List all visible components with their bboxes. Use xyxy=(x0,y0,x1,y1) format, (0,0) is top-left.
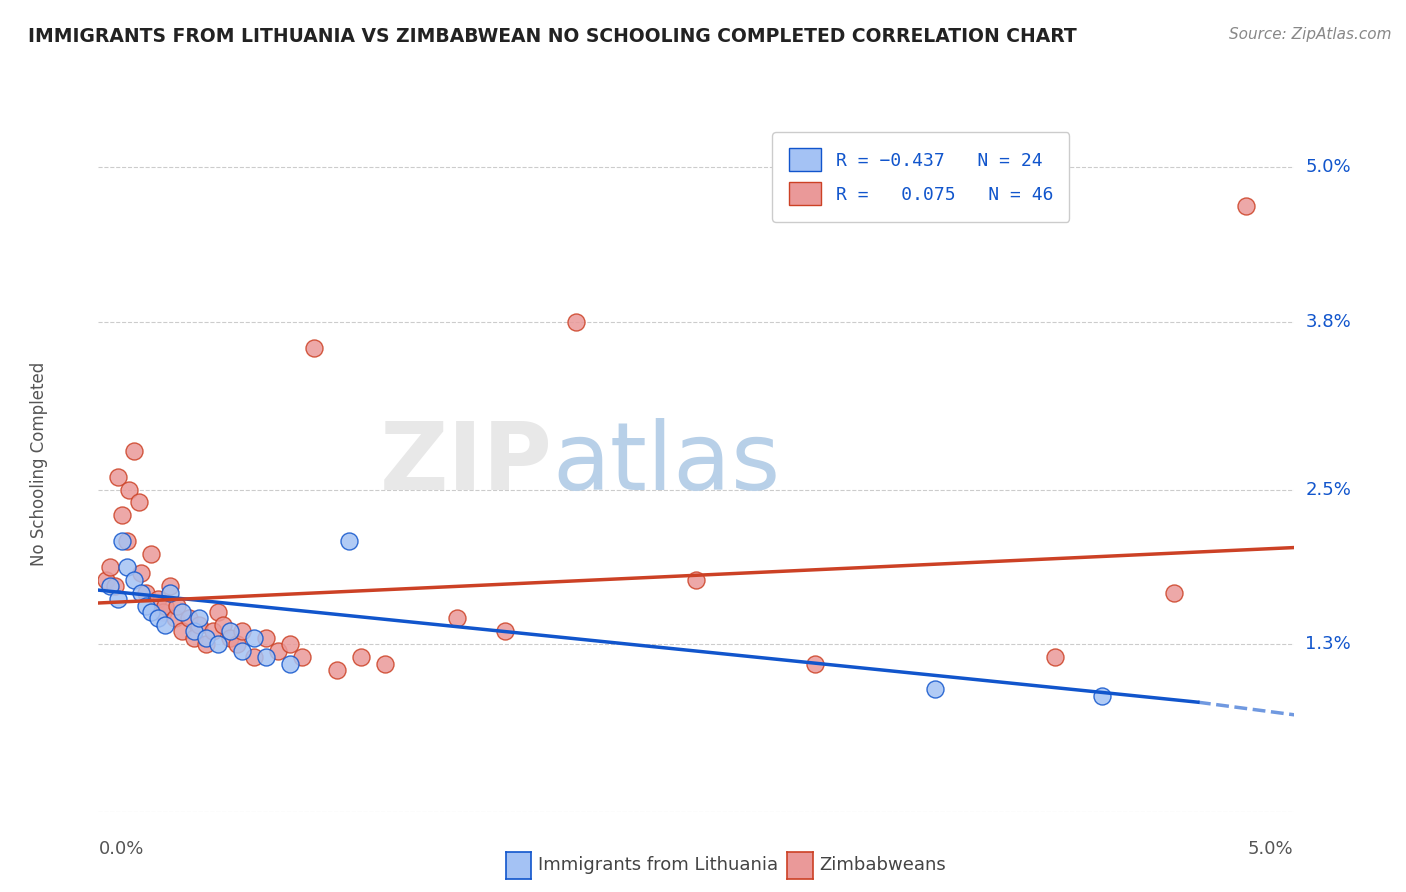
Point xyxy=(1043,650,1066,665)
Point xyxy=(98,579,122,593)
Point xyxy=(115,534,138,549)
Point xyxy=(187,618,209,632)
Point xyxy=(155,599,177,613)
Point xyxy=(243,631,266,645)
Point xyxy=(187,611,209,625)
Point xyxy=(163,611,186,625)
Point xyxy=(924,682,946,697)
Point xyxy=(179,611,201,625)
Point xyxy=(159,579,181,593)
Point xyxy=(131,585,153,599)
Point xyxy=(1234,199,1257,213)
Point xyxy=(148,611,170,625)
Text: Immigrants from Lithuania: Immigrants from Lithuania xyxy=(538,856,779,874)
Text: No Schooling Completed: No Schooling Completed xyxy=(30,362,48,566)
Point xyxy=(804,657,827,671)
Legend: R = −0.437   N = 24, R =   0.075   N = 46: R = −0.437 N = 24, R = 0.075 N = 46 xyxy=(772,132,1070,222)
Point xyxy=(254,650,277,665)
Point xyxy=(207,637,229,651)
Point xyxy=(339,534,360,549)
Text: 0.0%: 0.0% xyxy=(98,839,143,857)
Point xyxy=(446,611,468,625)
Text: 1.3%: 1.3% xyxy=(1305,635,1351,653)
Point xyxy=(98,560,122,574)
Point xyxy=(166,599,188,613)
Point xyxy=(211,618,233,632)
Point xyxy=(231,643,253,657)
Point xyxy=(1163,585,1185,599)
Point xyxy=(155,618,177,632)
Point xyxy=(152,605,174,619)
Point xyxy=(685,573,707,587)
Point xyxy=(219,624,242,639)
Point xyxy=(326,663,349,677)
Point xyxy=(374,657,396,671)
Point xyxy=(94,573,117,587)
Point xyxy=(183,624,205,639)
Point xyxy=(278,637,301,651)
Point xyxy=(111,534,134,549)
Point xyxy=(183,631,205,645)
Point xyxy=(131,566,153,581)
Point xyxy=(104,579,127,593)
Text: atlas: atlas xyxy=(553,417,780,510)
Point xyxy=(139,605,162,619)
Point xyxy=(226,637,249,651)
Text: ZIP: ZIP xyxy=(380,417,553,510)
Point xyxy=(111,508,134,523)
Point xyxy=(124,573,146,587)
Point xyxy=(159,585,181,599)
Point xyxy=(231,624,253,639)
Text: Source: ZipAtlas.com: Source: ZipAtlas.com xyxy=(1229,27,1392,42)
Point xyxy=(135,599,157,613)
Point xyxy=(302,341,325,355)
Text: 5.0%: 5.0% xyxy=(1249,839,1294,857)
Point xyxy=(494,624,516,639)
Point xyxy=(207,605,229,619)
Point xyxy=(124,444,146,458)
Text: IMMIGRANTS FROM LITHUANIA VS ZIMBABWEAN NO SCHOOLING COMPLETED CORRELATION CHART: IMMIGRANTS FROM LITHUANIA VS ZIMBABWEAN … xyxy=(28,27,1077,45)
Point xyxy=(194,631,218,645)
Point xyxy=(1091,689,1114,703)
Point xyxy=(194,637,218,651)
Point xyxy=(139,547,162,561)
Point xyxy=(128,495,150,509)
Point xyxy=(172,624,194,639)
Text: 5.0%: 5.0% xyxy=(1305,159,1351,177)
Point xyxy=(115,560,138,574)
Point xyxy=(254,631,277,645)
Point xyxy=(202,624,225,639)
Point xyxy=(219,631,242,645)
Point xyxy=(118,483,141,497)
Text: 2.5%: 2.5% xyxy=(1305,481,1351,499)
Text: Zimbabweans: Zimbabweans xyxy=(820,856,946,874)
Point xyxy=(172,605,194,619)
Point xyxy=(107,469,129,483)
Point xyxy=(107,592,129,607)
Point xyxy=(350,650,373,665)
Point xyxy=(243,650,266,665)
Point xyxy=(290,650,312,665)
Point xyxy=(267,643,290,657)
Text: 3.8%: 3.8% xyxy=(1305,313,1351,331)
Point xyxy=(148,592,170,607)
Point xyxy=(135,585,157,599)
Point xyxy=(278,657,301,671)
Point xyxy=(565,315,588,329)
